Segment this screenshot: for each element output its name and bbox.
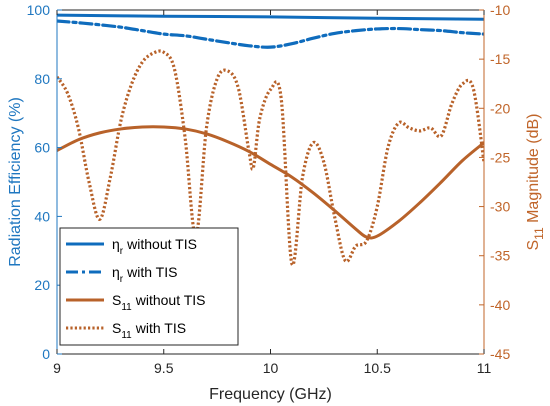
- s11-with-tis-line: [57, 49, 484, 267]
- right-y-axis-label-base: S: [525, 240, 542, 251]
- legend-box: [59, 227, 239, 346]
- left-y-tick-label: 40: [34, 208, 50, 224]
- right-y-axis-label: S11 Magnitude (dB): [525, 114, 546, 251]
- left-y-tick-label: 20: [34, 277, 50, 293]
- x-tick-label: 10: [263, 360, 279, 376]
- series-layer: [57, 13, 484, 267]
- right-y-axis-label-sub: 11: [532, 227, 546, 240]
- legend-entry-label: S11 with TIS: [112, 320, 186, 341]
- right-y-tick-label: -15: [490, 51, 510, 67]
- legend-entry-name: with TIS: [135, 320, 186, 336]
- legend-entry-name: with TIS: [126, 264, 177, 280]
- right-y-tick-label: -35: [490, 248, 510, 264]
- legend-entry-base: S: [112, 320, 121, 336]
- left-y-tick-label: 0: [42, 346, 50, 362]
- legend-entry-sub: r: [120, 246, 124, 257]
- efficiency-with-tis-line: [57, 19, 484, 49]
- legend-entry-base: η: [112, 264, 120, 280]
- legend-entry-sub: 11: [121, 330, 132, 341]
- right-y-tick-label: -20: [490, 100, 510, 116]
- x-tick-label: 9: [53, 360, 61, 376]
- x-tick-label: 11: [477, 360, 492, 376]
- efficiency-without-tis-line: [57, 13, 484, 21]
- right-y-tick-label: -10: [490, 2, 510, 18]
- legend-entry-name: without TIS: [126, 236, 197, 252]
- legend-entry-label: S11 without TIS: [112, 292, 206, 313]
- x-tick-label: 10.5: [364, 360, 391, 376]
- legend-entry-label: ηr without TIS: [112, 236, 197, 257]
- left-y-tick-label: 60: [34, 140, 50, 156]
- right-y-tick-label: -45: [490, 346, 510, 362]
- legend-entry-name: without TIS: [135, 292, 206, 308]
- right-y-tick-label: -40: [490, 297, 510, 313]
- legend-entry-sub: r: [120, 274, 124, 285]
- right-y-tick-label: -25: [490, 149, 510, 165]
- x-axis-label: Frequency (GHz): [209, 386, 332, 403]
- axes-layer: 9 9.5 10 10.5 11 0 20 40 60 80 100 -45 -40 -35 -30 -25 -…: [7, 2, 546, 403]
- x-tick-label: 9.5: [154, 360, 174, 376]
- legend-entry-label: ηr with TIS: [112, 264, 177, 285]
- right-y-tick-label: -30: [490, 199, 510, 215]
- left-y-tick-label: 100: [27, 2, 51, 18]
- s11-without-tis-line: [57, 125, 484, 240]
- right-y-axis-label-tail: Magnitude (dB): [525, 114, 542, 228]
- legend-entry-base: η: [112, 236, 120, 252]
- left-y-axis-label: Radiation Efficiency (%): [7, 97, 24, 267]
- legend-entry-sub: 11: [121, 302, 132, 313]
- left-y-tick-label: 80: [34, 71, 50, 87]
- legend-entry-base: S: [112, 292, 121, 308]
